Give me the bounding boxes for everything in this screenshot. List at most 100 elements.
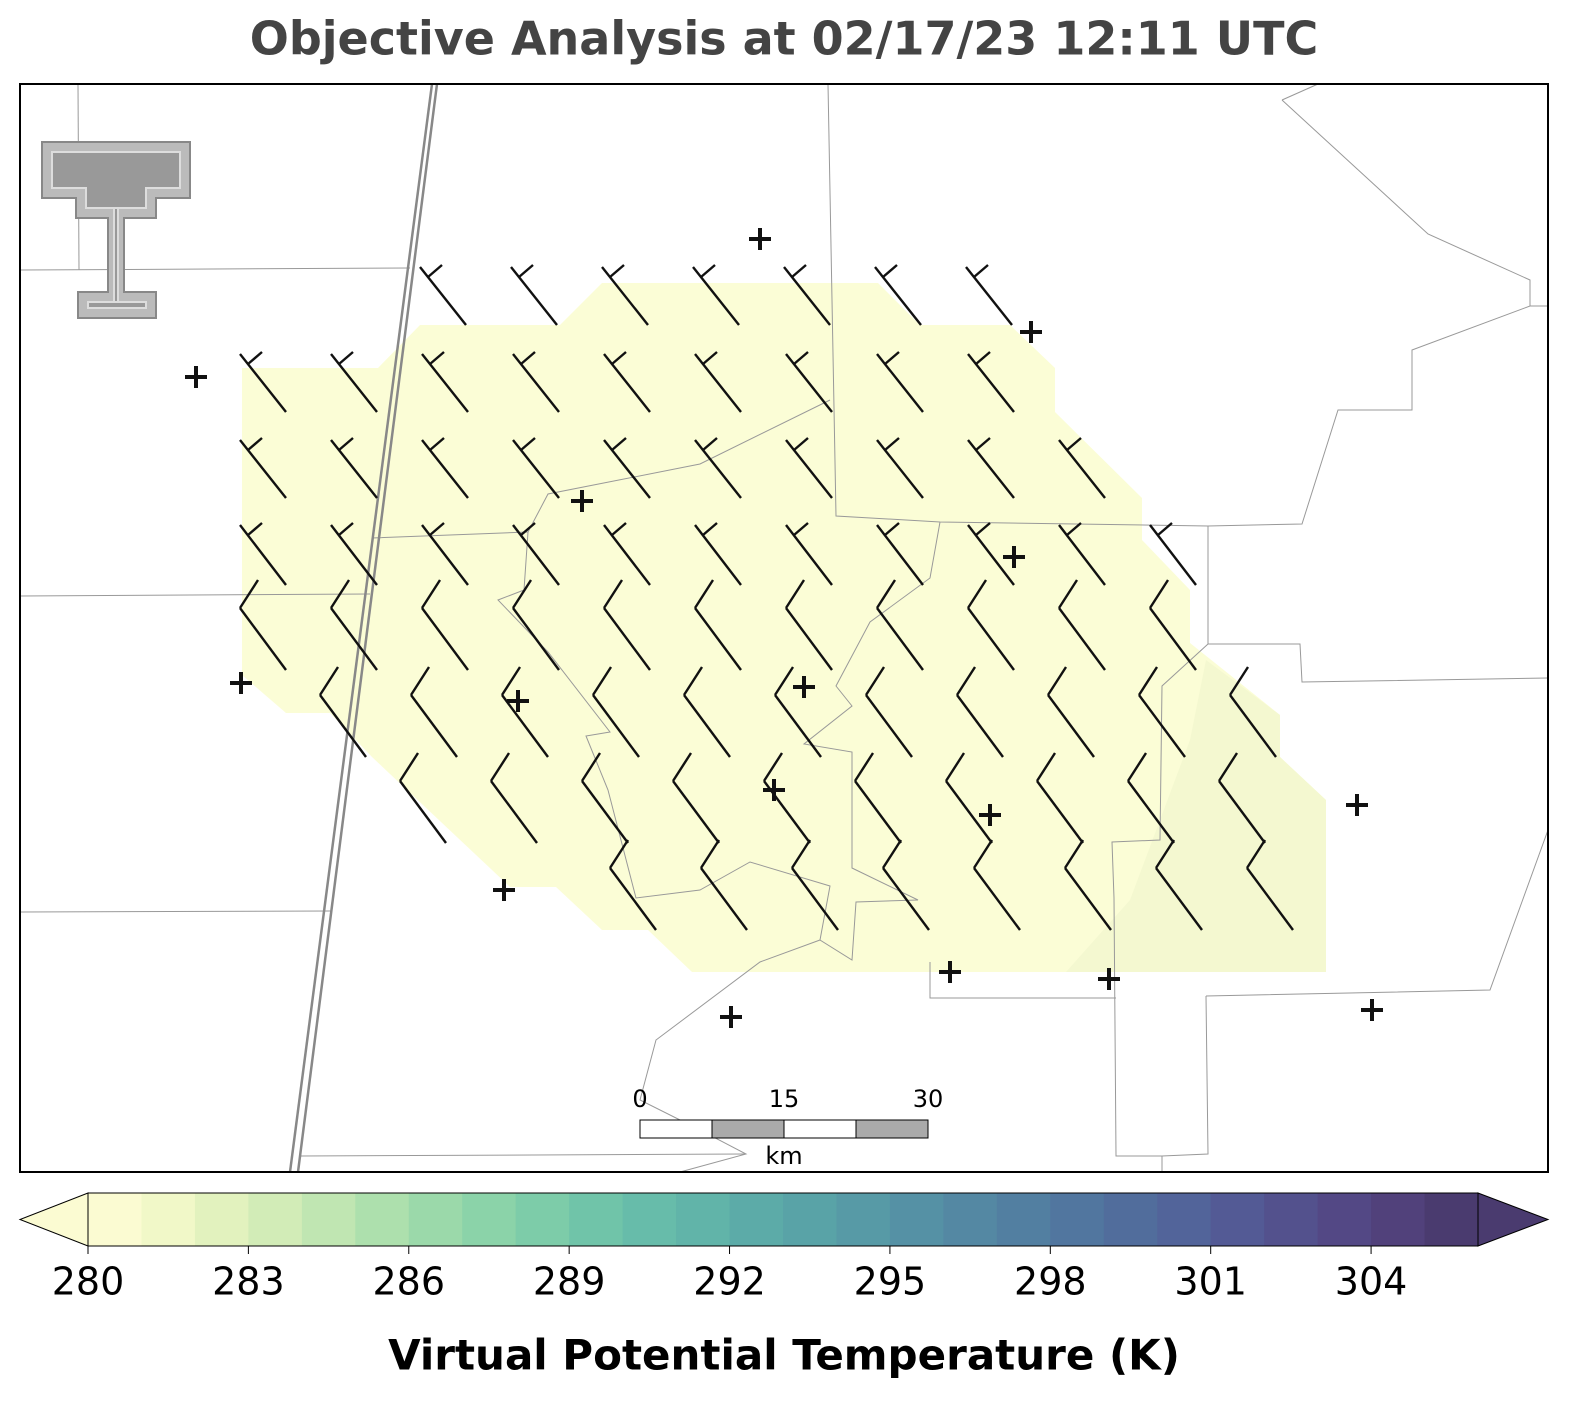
wind-barb [785, 524, 833, 586]
wind-barb [1154, 839, 1176, 869]
wind-barb [692, 266, 740, 326]
wind-barb [592, 694, 640, 758]
colorbar-segment [1103, 1193, 1158, 1246]
wind-barb [693, 579, 715, 609]
wind-barb [338, 351, 354, 365]
wind-barb [1058, 439, 1106, 499]
wind-barb [421, 353, 469, 413]
wind-barb [1149, 524, 1197, 586]
wind-barb [791, 867, 839, 931]
wind-barb [1036, 780, 1084, 844]
wind-barb [882, 867, 930, 931]
wind-barb [945, 780, 993, 844]
wind-barb [973, 264, 989, 278]
colorbar-segment [462, 1193, 517, 1246]
colorbar-segment [301, 1193, 356, 1246]
wind-barb [955, 666, 977, 696]
wind-barb [511, 579, 533, 609]
colorbar-segment [194, 1193, 249, 1246]
scale-label: 30 [913, 1085, 944, 1113]
wind-barb [512, 524, 560, 586]
wind-barb [773, 666, 795, 696]
wind-barb [694, 439, 742, 499]
wind-barb [699, 839, 721, 869]
colorbar-tick-label: 286 [373, 1260, 446, 1304]
wind-barb [1246, 867, 1294, 931]
colorbar-extend [1477, 1192, 1550, 1247]
scale-label: 15 [769, 1085, 800, 1113]
wind-barb [419, 266, 467, 326]
wind-barb [601, 266, 649, 326]
wind-barb [247, 351, 263, 365]
wind-barb [682, 666, 704, 696]
wind-barb [864, 666, 886, 696]
wind-barb [420, 579, 442, 609]
wind-barb [603, 607, 651, 671]
wind-barb [239, 439, 287, 499]
wind-barb [239, 524, 287, 586]
wind-barb [429, 522, 445, 536]
wind-barb [330, 607, 378, 671]
wind-barb [966, 579, 988, 609]
title: Objective Analysis at 02/17/23 12:11 UTC [250, 12, 1319, 66]
colorbar-segment [1210, 1193, 1265, 1246]
colorbar: 280 283 286 289 292 295 298 301 304 [18, 1192, 1550, 1304]
wind-barb [608, 839, 630, 869]
wind-barb [603, 524, 651, 586]
wind-barb [967, 353, 1015, 413]
wind-barb [791, 264, 807, 278]
wind-barb [1063, 839, 1085, 869]
colorbar-label: Virtual Potential Temperature (K) [388, 1331, 1180, 1380]
wind-barb [783, 266, 831, 326]
wind-barb [510, 266, 558, 326]
colorbar-segment [676, 1193, 731, 1246]
wind-barb [500, 666, 522, 696]
wind-barb [239, 353, 287, 413]
wind-barb [603, 439, 651, 499]
colorbar-segment [622, 1193, 677, 1246]
wind-barb [1066, 522, 1082, 536]
wind-barb [790, 839, 812, 869]
wind-barb [399, 780, 447, 844]
wind-barb [330, 353, 378, 413]
wind-barb [318, 666, 340, 696]
wind-barb [1066, 437, 1082, 451]
wind-barb [338, 522, 354, 536]
wind-barb [876, 524, 924, 586]
wind-barb [1217, 752, 1239, 782]
wind-barb [793, 437, 809, 451]
wind-barb [239, 607, 287, 671]
wind-barb [338, 437, 354, 451]
colorbar-tick-label: 289 [533, 1260, 606, 1304]
wind-barb [1058, 524, 1106, 586]
wind-barb [884, 351, 900, 365]
colorbar-segment [1157, 1193, 1212, 1246]
wind-barb [793, 351, 809, 365]
wind-barb [602, 579, 624, 609]
wind-barb [609, 264, 625, 278]
wind-barb [973, 867, 1021, 931]
wind-barb [884, 437, 900, 451]
wind-barb [512, 353, 560, 413]
wind-barb [1126, 752, 1148, 782]
colorbar-segment [836, 1193, 891, 1246]
analysis-area [242, 283, 1326, 972]
colorbar-tick-label: 295 [854, 1260, 927, 1304]
wind-barb [1148, 579, 1170, 609]
wind-barb [611, 351, 627, 365]
colorbar-segment [1317, 1193, 1372, 1246]
wind-barb [1155, 867, 1203, 931]
colorbar-segment [1264, 1193, 1319, 1246]
wind-barb [975, 351, 991, 365]
wind-barb [785, 353, 833, 413]
wind-barb [975, 522, 991, 536]
colorbar-segment [141, 1193, 196, 1246]
scale-bar: 0 15 30 km [632, 1085, 943, 1170]
wind-barb [785, 607, 833, 671]
wind-barb [398, 752, 420, 782]
wind-barb [1064, 867, 1112, 931]
wind-barb [700, 264, 716, 278]
borders [19, 83, 1549, 1173]
colorbar-segment [996, 1193, 1051, 1246]
wind-barb [427, 264, 443, 278]
